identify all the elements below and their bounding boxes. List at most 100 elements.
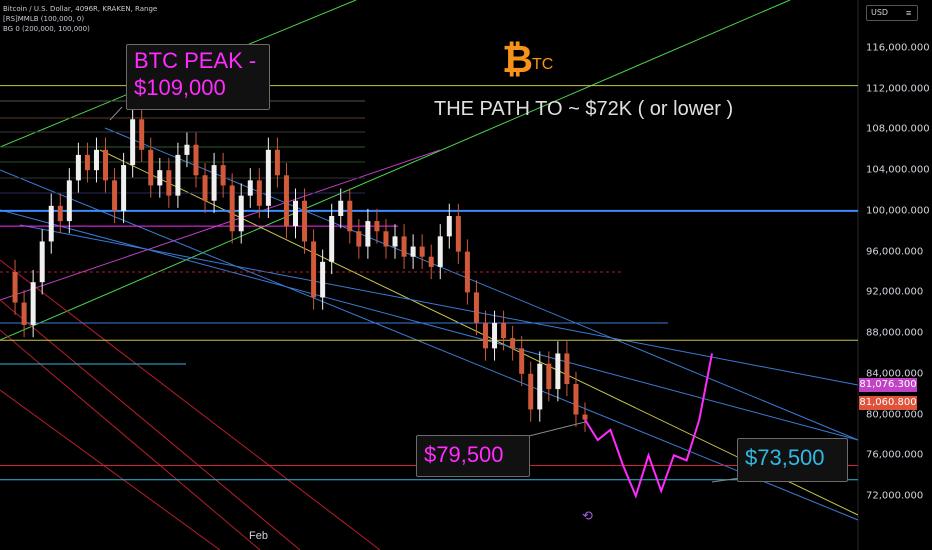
candle-body bbox=[84, 154, 90, 171]
candle-body bbox=[519, 348, 525, 374]
candle-body bbox=[220, 165, 226, 186]
candle-body bbox=[356, 231, 362, 247]
candle-body bbox=[455, 216, 461, 252]
candle-body bbox=[392, 236, 398, 247]
candle-body bbox=[374, 221, 380, 232]
y-tick-label: 80,000.000 bbox=[866, 409, 924, 421]
candle-body bbox=[283, 175, 289, 227]
callout-target[interactable]: $73,500 bbox=[737, 438, 848, 482]
candle-body bbox=[48, 205, 54, 242]
menu-icon[interactable]: ≡ bbox=[906, 8, 912, 18]
trend-channel-line bbox=[0, 169, 859, 521]
candle-body bbox=[428, 256, 434, 267]
candle-body bbox=[247, 180, 253, 196]
candle-body bbox=[12, 272, 18, 303]
candle-body bbox=[148, 149, 154, 186]
candle-body bbox=[202, 175, 208, 201]
trend-channel-line bbox=[104, 127, 859, 441]
candle-body bbox=[130, 119, 136, 166]
price-tag-upper: 81,076.300 bbox=[859, 378, 917, 392]
candle-body bbox=[419, 246, 425, 257]
y-tick-label: 88,000.000 bbox=[866, 327, 924, 339]
trend-channel-line bbox=[0, 209, 859, 441]
candle-body bbox=[555, 353, 561, 390]
bitcoin-logo-icon: ₿ bbox=[502, 39, 533, 81]
trend-channel-line bbox=[0, 329, 261, 550]
legend-symbol[interactable]: Bitcoin / U.S. Dollar, 4096R, KRAKEN, Ra… bbox=[3, 5, 158, 13]
y-tick-label: 116,000.000 bbox=[866, 42, 930, 54]
callout-peak-line2: $109,000 bbox=[134, 75, 226, 100]
candle-body bbox=[21, 302, 27, 325]
candle-body bbox=[302, 200, 308, 242]
callout-peak-line1: BTC PEAK - bbox=[134, 48, 257, 73]
x-tick-feb: Feb bbox=[249, 530, 268, 542]
candle-body bbox=[410, 246, 416, 257]
candle-body bbox=[274, 149, 280, 176]
legend: Bitcoin / U.S. Dollar, 4096R, KRAKEN, Ra… bbox=[3, 4, 157, 34]
callout-target-label: $73,500 bbox=[745, 445, 825, 470]
candle-body bbox=[446, 216, 452, 237]
bitcoin-logo-text: TC bbox=[532, 56, 554, 73]
candle-body bbox=[383, 231, 389, 247]
trend-channel-line bbox=[0, 389, 221, 550]
candle-body bbox=[157, 170, 163, 186]
callout-btc-peak[interactable]: BTC PEAK - $109,000 bbox=[126, 44, 270, 110]
candle-body bbox=[492, 322, 498, 349]
currency-button[interactable]: USD bbox=[866, 5, 918, 21]
callout-low-label: $79,500 bbox=[424, 442, 504, 467]
low-pointer-line bbox=[524, 421, 586, 438]
candle-body bbox=[193, 144, 199, 176]
candle-body bbox=[112, 180, 118, 211]
candle-body bbox=[401, 236, 407, 257]
candle-body bbox=[103, 149, 109, 181]
trend-channel-line bbox=[0, 299, 301, 550]
candle-body bbox=[437, 236, 443, 267]
candle-body bbox=[238, 195, 244, 232]
y-tick-label: 100,000.000 bbox=[866, 205, 930, 217]
y-tick-label: 92,000.000 bbox=[866, 286, 924, 298]
candle-body bbox=[66, 180, 72, 222]
legend-indicator-bg[interactable]: BG 0 (200,000, 100,000) bbox=[3, 25, 90, 33]
candle-body bbox=[573, 384, 579, 415]
candle-body bbox=[93, 149, 99, 171]
candle-body bbox=[537, 363, 543, 410]
y-tick-label: 84,000.000 bbox=[866, 368, 924, 380]
candle-body bbox=[184, 144, 190, 155]
candle-body bbox=[175, 154, 181, 196]
projection-path bbox=[584, 353, 713, 499]
target-pointer-line bbox=[711, 477, 741, 483]
candle-body bbox=[564, 353, 570, 384]
trend-channel-line bbox=[0, 0, 791, 341]
annotation-marker-icon[interactable]: ⟲ bbox=[582, 508, 593, 523]
price-tag-lower: 81,060.800 bbox=[859, 396, 917, 410]
candle-body bbox=[229, 185, 235, 232]
candle-body bbox=[139, 119, 145, 150]
y-tick-label: 104,000.000 bbox=[866, 164, 930, 176]
legend-indicator-mmlb[interactable]: [RS]MMLB (100,000, 0) bbox=[3, 15, 85, 23]
candle-body bbox=[473, 292, 479, 323]
candle-body bbox=[501, 322, 507, 339]
candle-body bbox=[57, 205, 63, 222]
candle-body bbox=[121, 165, 127, 211]
candle-body bbox=[546, 363, 552, 390]
y-tick-label: 76,000.000 bbox=[866, 449, 924, 461]
y-tick-label: 72,000.000 bbox=[866, 490, 924, 502]
y-tick-label: 112,000.000 bbox=[866, 83, 930, 95]
candle-body bbox=[482, 322, 488, 349]
candle-body bbox=[30, 282, 36, 325]
trend-channel-line bbox=[19, 224, 859, 386]
candle-body bbox=[75, 154, 81, 181]
candle-body bbox=[166, 170, 172, 196]
y-tick-label: 96,000.000 bbox=[866, 246, 924, 258]
peak-pointer-line bbox=[109, 106, 123, 121]
candle-body bbox=[256, 180, 262, 206]
candle-body bbox=[293, 200, 298, 227]
candle-body bbox=[510, 338, 516, 349]
callout-low[interactable]: $79,500 bbox=[416, 435, 530, 477]
candle-body bbox=[320, 261, 326, 298]
trend-channel-line bbox=[0, 259, 381, 550]
trend-channel-line bbox=[0, 149, 441, 301]
candle-body bbox=[338, 200, 344, 216]
candle-body bbox=[464, 251, 470, 293]
candle-body bbox=[347, 200, 353, 232]
